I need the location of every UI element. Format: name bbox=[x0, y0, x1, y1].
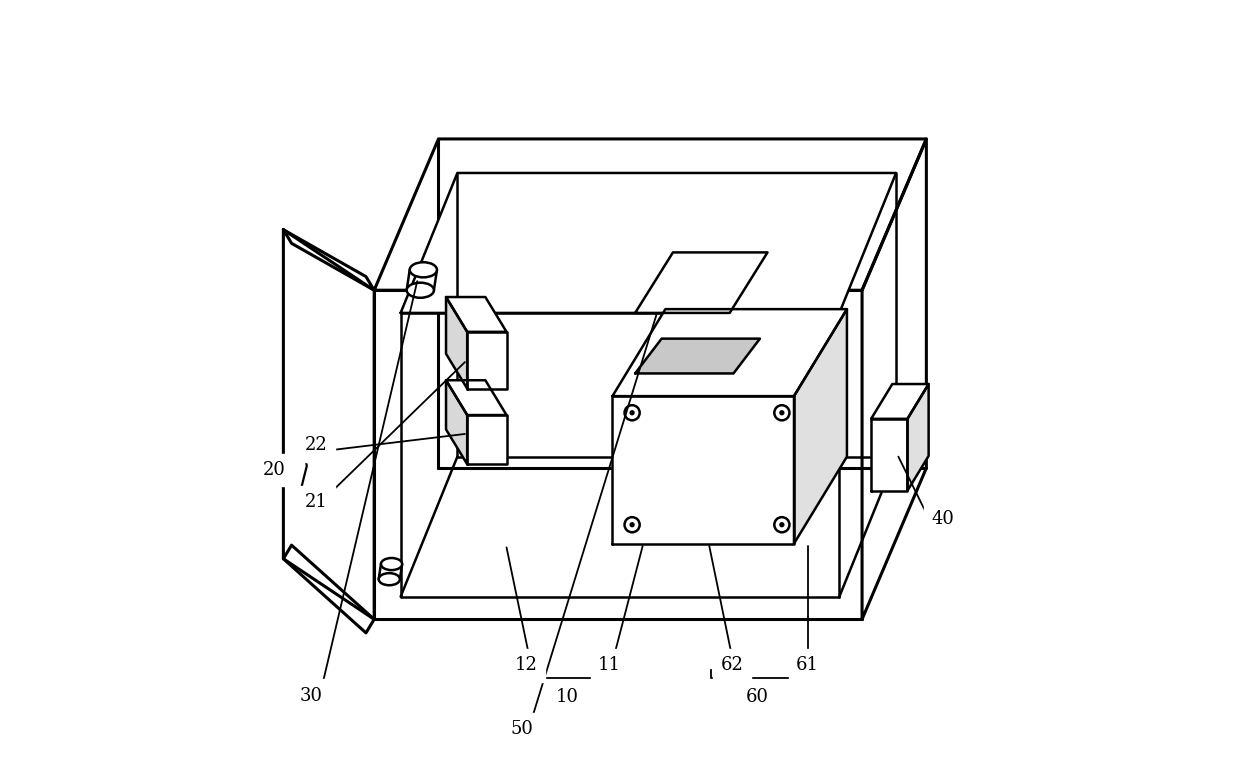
Polygon shape bbox=[613, 309, 847, 396]
Text: 40: 40 bbox=[931, 510, 955, 527]
Ellipse shape bbox=[381, 558, 402, 570]
Polygon shape bbox=[446, 297, 467, 389]
Polygon shape bbox=[794, 309, 847, 543]
Polygon shape bbox=[284, 229, 374, 620]
Polygon shape bbox=[635, 252, 768, 313]
Circle shape bbox=[779, 410, 785, 415]
Circle shape bbox=[779, 522, 785, 527]
Text: 21: 21 bbox=[305, 493, 327, 511]
Polygon shape bbox=[613, 396, 794, 543]
Polygon shape bbox=[862, 139, 926, 620]
Polygon shape bbox=[446, 297, 506, 331]
Text: 12: 12 bbox=[515, 656, 538, 674]
Polygon shape bbox=[401, 173, 897, 313]
Polygon shape bbox=[635, 338, 760, 373]
Circle shape bbox=[630, 522, 635, 527]
Polygon shape bbox=[467, 415, 506, 464]
Text: 30: 30 bbox=[300, 687, 322, 705]
Text: 61: 61 bbox=[796, 656, 820, 674]
Polygon shape bbox=[446, 380, 506, 415]
Polygon shape bbox=[908, 384, 929, 491]
Text: 22: 22 bbox=[305, 437, 327, 454]
Polygon shape bbox=[872, 384, 929, 419]
Polygon shape bbox=[284, 545, 374, 633]
Polygon shape bbox=[467, 331, 506, 389]
Polygon shape bbox=[446, 380, 467, 464]
Polygon shape bbox=[284, 229, 374, 290]
Ellipse shape bbox=[407, 283, 434, 298]
Polygon shape bbox=[872, 419, 908, 491]
Ellipse shape bbox=[378, 573, 399, 585]
Polygon shape bbox=[374, 139, 926, 290]
Circle shape bbox=[630, 410, 635, 415]
Text: 20: 20 bbox=[263, 461, 285, 479]
Text: 50: 50 bbox=[510, 720, 533, 738]
Text: 11: 11 bbox=[598, 656, 621, 674]
Text: 10: 10 bbox=[556, 688, 579, 706]
Text: 62: 62 bbox=[720, 656, 744, 674]
Text: 60: 60 bbox=[746, 688, 769, 706]
Ellipse shape bbox=[409, 262, 436, 277]
